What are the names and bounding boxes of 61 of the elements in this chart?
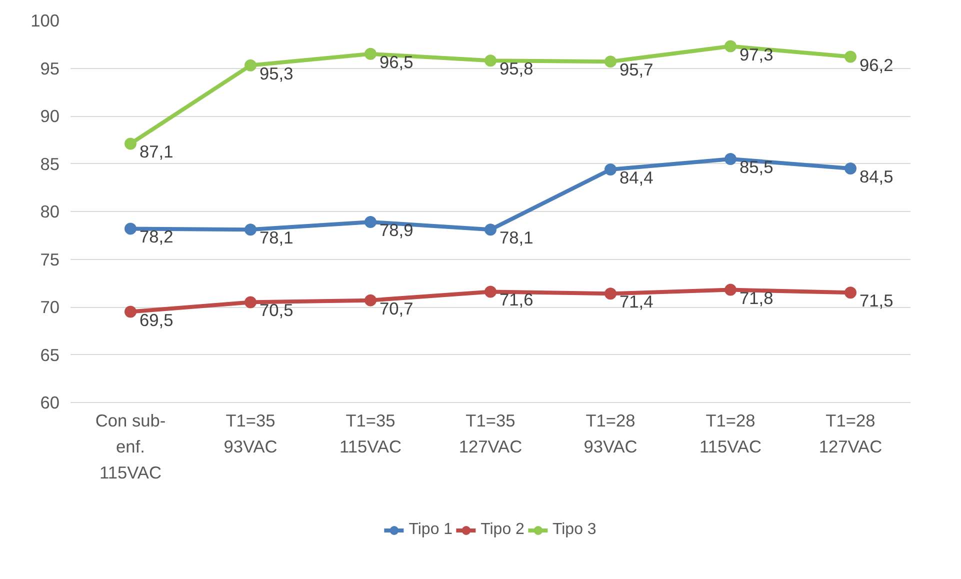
x-tick-label: T1=28 93VAC [584, 410, 638, 456]
point [244, 59, 256, 72]
y-tick-label: 100 [30, 10, 60, 30]
x-tick-label: T1=35 93VAC [224, 410, 278, 456]
data-label: 84,4 [620, 167, 654, 188]
point [244, 296, 256, 308]
data-label: 85,5 [740, 156, 774, 177]
y-tick-label: 75 [40, 249, 60, 270]
x-tick-label: T1=28 115VAC [700, 410, 762, 456]
data-label: 71,5 [860, 290, 894, 311]
x-tick-label: T1=35 127VAC [458, 410, 522, 456]
legend-label: Tipo 1 [408, 521, 453, 539]
data-label: 95,7 [620, 60, 654, 80]
point [124, 138, 136, 150]
data-label: 97,3 [740, 44, 774, 64]
data-label: 69,5 [140, 310, 174, 330]
point [364, 216, 376, 228]
point [364, 294, 376, 306]
data-label: 95,3 [260, 63, 294, 84]
x-tick-label: T1=28 127VAC [818, 410, 882, 456]
point [484, 54, 496, 67]
data-label: 96,2 [860, 54, 894, 75]
y-tick-label: 95 [40, 58, 60, 78]
data-label: 71,8 [740, 288, 774, 308]
data-label: 78,9 [380, 220, 414, 240]
point [124, 222, 136, 235]
point [364, 48, 376, 60]
legend-label: Tipo 3 [552, 521, 596, 539]
data-label: 78,1 [260, 228, 294, 248]
x-tick-label: Con sub- enf. 115VAC [95, 410, 166, 482]
y-tick-label: 60 [40, 392, 60, 412]
y-tick-label: 90 [40, 106, 60, 126]
point [844, 286, 856, 299]
point [604, 56, 616, 68]
point [604, 288, 616, 300]
data-label: 70,5 [260, 300, 294, 320]
point [484, 224, 496, 236]
point [484, 286, 496, 298]
point [124, 306, 136, 318]
data-label: 84,5 [860, 166, 894, 187]
data-label: 71,6 [500, 290, 534, 310]
y-tick-label: 70 [40, 297, 60, 317]
data-label: 71,4 [620, 292, 654, 312]
data-label: 96,5 [380, 52, 414, 72]
y-tick-label: 80 [40, 202, 60, 222]
legend-label: Tipo 2 [480, 521, 524, 539]
x-tick-label: T1=35 115VAC [340, 410, 402, 456]
point [244, 224, 256, 236]
point [724, 40, 736, 52]
data-label: 78,1 [500, 228, 534, 248]
data-label: 78,2 [140, 226, 174, 247]
point [724, 152, 736, 165]
data-label: 95,8 [500, 58, 534, 79]
y-tick-label: 85 [40, 154, 60, 174]
data-label: 70,7 [380, 298, 414, 318]
point [844, 50, 856, 63]
point [844, 162, 856, 175]
point [604, 163, 616, 176]
point [724, 284, 736, 296]
y-tick-label: 65 [40, 344, 60, 365]
data-label: 87,1 [140, 142, 174, 162]
